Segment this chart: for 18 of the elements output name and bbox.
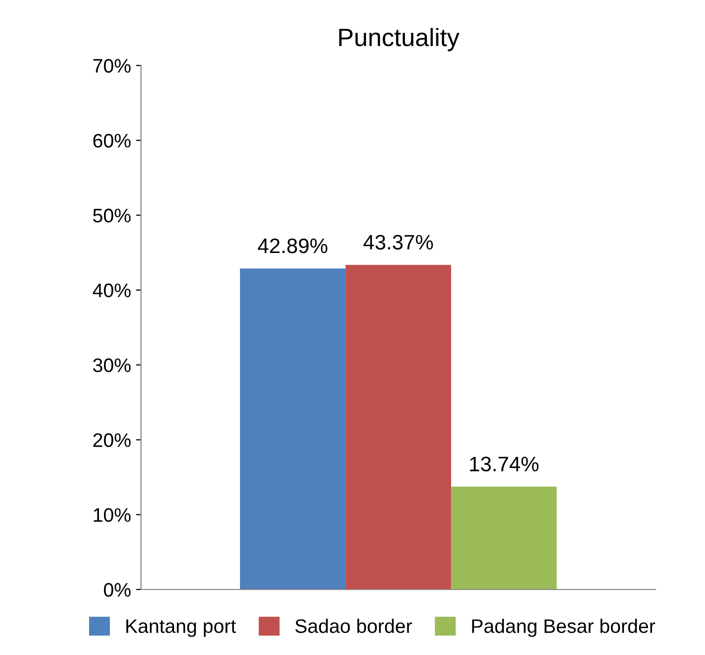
legend-label: Sadao border bbox=[295, 618, 412, 634]
data-label: 43.37% bbox=[363, 234, 433, 250]
bar bbox=[346, 264, 452, 590]
y-tick-label: 10% bbox=[94, 508, 131, 522]
y-tick-label: 60% bbox=[93, 134, 131, 148]
y-tick-label: 30% bbox=[93, 358, 131, 372]
legend-label: Padang Besar border bbox=[472, 618, 656, 637]
y-tick-label: 50% bbox=[93, 208, 131, 222]
data-label: 42.89% bbox=[258, 238, 328, 254]
data-label: 13.74% bbox=[470, 456, 538, 472]
y-tick-label: 40% bbox=[92, 284, 131, 298]
bar bbox=[451, 486, 557, 590]
y-tick-label: 20% bbox=[93, 433, 131, 448]
legend-label: Kantang port bbox=[126, 619, 236, 637]
y-tick-label: 0% bbox=[104, 582, 131, 597]
y-tick-label: 70% bbox=[93, 58, 131, 73]
chart-title: Punctuality bbox=[339, 28, 460, 52]
bar bbox=[240, 268, 346, 590]
